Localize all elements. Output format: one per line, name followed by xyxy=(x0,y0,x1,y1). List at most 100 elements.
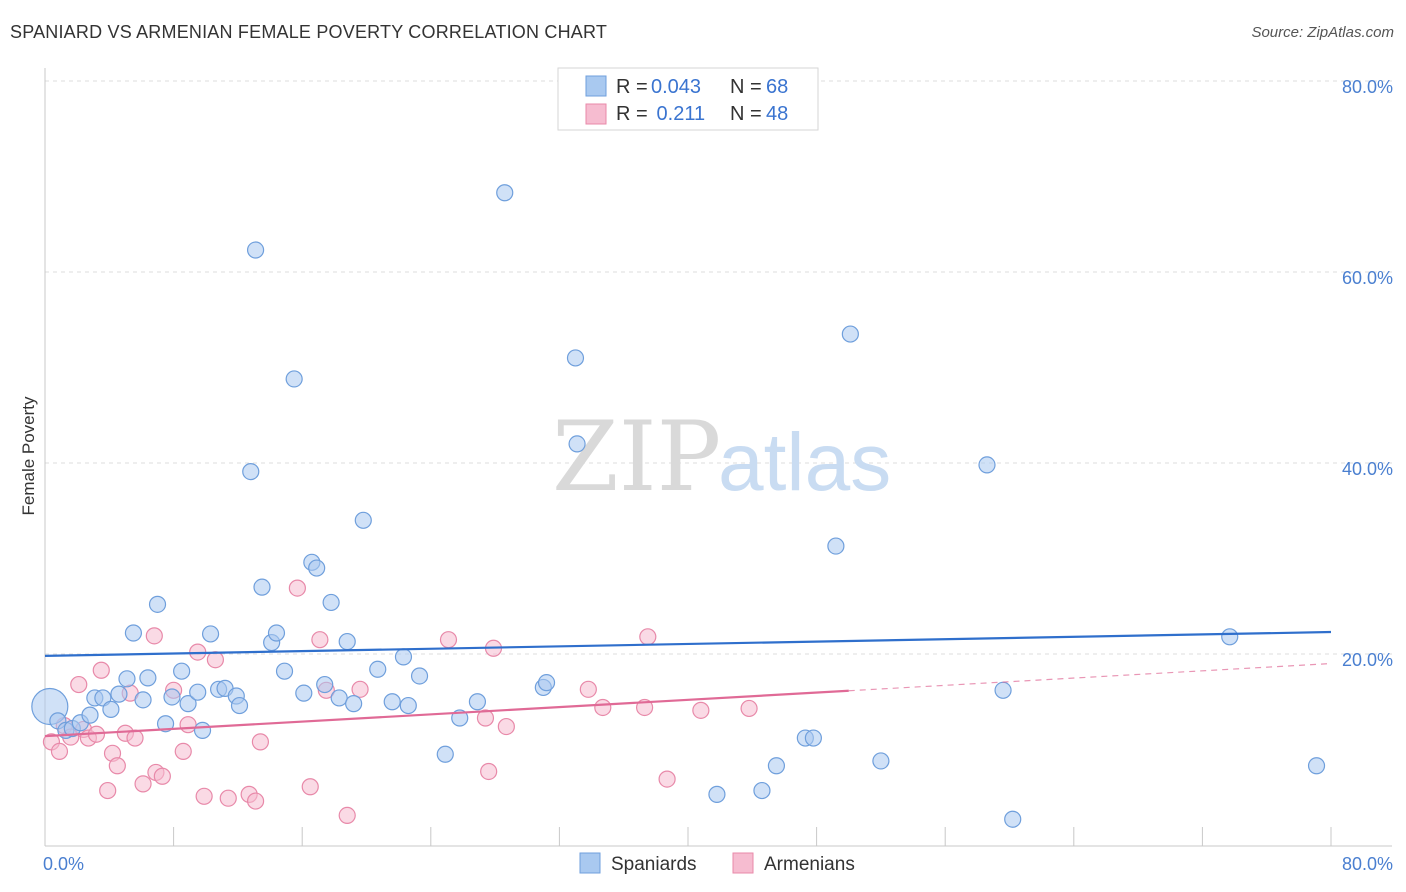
spaniard-point xyxy=(872,752,890,770)
spaniard-point xyxy=(383,693,401,711)
spaniard-point xyxy=(322,593,340,612)
armenian-point xyxy=(179,716,197,734)
y-tick-label-80: 80.0% xyxy=(1342,77,1393,97)
legend-swatch-armenians xyxy=(585,103,607,125)
armenian-point xyxy=(246,792,265,810)
legend-r-label-2: R = xyxy=(616,103,648,125)
spaniard-point xyxy=(410,667,429,685)
armenian-point xyxy=(439,631,458,649)
spaniard-point xyxy=(496,184,514,202)
spaniard-point xyxy=(827,537,845,555)
spaniard-point xyxy=(295,684,313,702)
spaniard-point xyxy=(242,462,260,481)
armenian-point xyxy=(108,757,126,775)
spaniard-point xyxy=(124,624,143,642)
armenian-point xyxy=(174,742,192,761)
spaniard-point xyxy=(134,691,152,709)
spaniard-point xyxy=(179,695,197,713)
armenian-point xyxy=(206,651,224,669)
armenian-point xyxy=(338,806,356,824)
y-tick-label-20: 20.0% xyxy=(1342,650,1393,670)
armenian-point xyxy=(301,778,319,796)
y-tick-label-60: 60.0% xyxy=(1342,268,1393,288)
armenian-point xyxy=(251,733,270,751)
legend-swatch-spaniards xyxy=(585,75,607,97)
legend-n-value-1: 68 xyxy=(766,76,788,98)
armenian-point xyxy=(311,631,329,649)
spaniard-point xyxy=(345,695,363,713)
spaniard-point xyxy=(81,706,99,724)
armenian-point xyxy=(195,787,213,805)
trend-lines xyxy=(44,630,1332,738)
armenian-point xyxy=(145,627,163,645)
watermark-zip: ZIP xyxy=(552,401,721,513)
spaniard-point xyxy=(468,693,487,711)
watermark-atlas: atlas xyxy=(718,417,891,508)
armenian-point xyxy=(134,775,152,793)
spaniard-point xyxy=(841,325,859,343)
spaniard-point xyxy=(246,241,265,259)
spaniard-point xyxy=(753,781,771,800)
spaniard-point xyxy=(568,435,586,453)
spaniard-point xyxy=(369,660,387,678)
armenian-point xyxy=(153,767,171,785)
spaniard-point xyxy=(330,689,348,707)
spaniard-point xyxy=(994,681,1012,699)
armenian-point xyxy=(579,680,597,698)
spaniard-point xyxy=(394,648,413,666)
armenian-point xyxy=(219,789,237,807)
spaniard-point xyxy=(267,624,286,642)
spaniard-point xyxy=(148,595,167,613)
spaniard-point xyxy=(308,559,326,577)
legend-r-label-1: R = xyxy=(616,76,648,98)
spaniard-point xyxy=(316,675,334,694)
spaniard-point xyxy=(1004,810,1022,828)
armenians-trend-line-projection xyxy=(848,662,1332,692)
armenians-trend-line xyxy=(44,689,849,738)
armenian-point xyxy=(480,762,498,781)
spaniard-point xyxy=(354,511,372,529)
legend-n-value-2: 48 xyxy=(766,103,788,125)
series-legend-label-armenians: Armenians xyxy=(764,854,855,875)
axes xyxy=(44,68,1392,847)
armenian-point xyxy=(692,701,710,719)
data-points xyxy=(31,184,1326,828)
spaniard-point xyxy=(285,370,303,388)
armenian-point xyxy=(288,579,306,597)
legend-n-label-1: N = xyxy=(730,76,762,98)
armenian-point xyxy=(594,698,612,717)
armenian-point xyxy=(99,781,117,800)
legend-r-value-1: 0.043 xyxy=(651,76,701,98)
spaniard-point xyxy=(193,721,212,740)
source-label: Source: ZipAtlas.com xyxy=(1251,24,1394,41)
spaniard-point xyxy=(230,696,249,715)
correlation-legend: R = 0.043 N = 68 R = 0.211 N = 48 xyxy=(557,67,819,131)
spaniard-point xyxy=(163,688,181,706)
spaniard-point xyxy=(399,696,417,715)
spaniard-point xyxy=(139,669,157,687)
x-tick-label-max: 80.0% xyxy=(1342,854,1393,874)
spaniard-point xyxy=(978,456,996,474)
spaniard-point xyxy=(566,349,585,367)
y-axis-label: Female Poverty xyxy=(19,396,38,516)
spaniard-point xyxy=(1307,757,1326,775)
armenian-point xyxy=(740,699,758,718)
spaniard-point xyxy=(1221,628,1239,646)
tick-labels: 20.0% 40.0% 60.0% 80.0% 0.0% 80.0% xyxy=(43,77,1393,874)
spaniard-point xyxy=(767,757,786,775)
armenian-point xyxy=(351,680,369,698)
spaniard-point xyxy=(537,674,556,692)
series-legend-swatch-spaniards xyxy=(579,852,601,874)
legend-n-label-2: N = xyxy=(730,103,762,125)
spaniard-point xyxy=(275,662,294,680)
armenian-point xyxy=(658,770,676,788)
spaniard-point xyxy=(436,745,454,763)
armenian-point xyxy=(639,628,657,646)
armenian-point xyxy=(70,675,88,694)
armenian-point xyxy=(50,742,69,761)
spaniard-point xyxy=(173,662,191,680)
spaniard-point xyxy=(118,670,136,688)
series-legend-label-spaniards: Spaniards xyxy=(611,854,697,875)
spaniard-point xyxy=(189,683,207,701)
